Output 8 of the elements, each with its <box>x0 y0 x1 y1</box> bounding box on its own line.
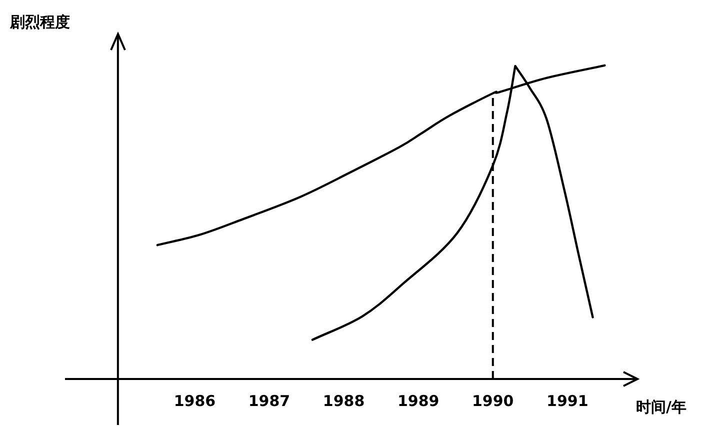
x-axis-title: 时间/年 <box>636 398 686 416</box>
y-axis-title: 剧烈程度 <box>9 13 70 31</box>
x-tick-label: 1989 <box>397 392 440 410</box>
x-tick-label: 1988 <box>322 392 365 410</box>
x-tick-label: 1987 <box>248 392 290 410</box>
x-tick-label: 1986 <box>174 392 216 410</box>
x-tick-label: 1990 <box>472 392 514 410</box>
x-tick-label: 1991 <box>546 392 588 410</box>
